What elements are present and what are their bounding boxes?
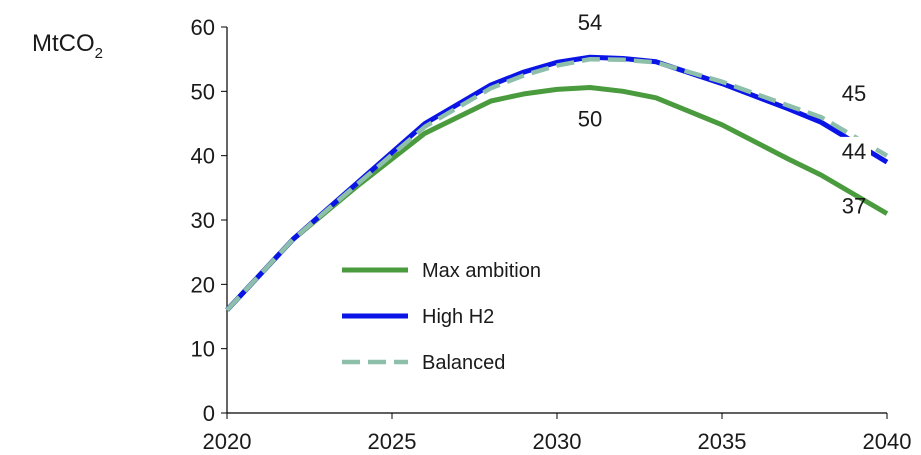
y-tick-label: 0 bbox=[203, 401, 215, 426]
data-label: 44 bbox=[842, 139, 866, 164]
x-tick-label: 2020 bbox=[203, 429, 252, 454]
y-tick-label: 30 bbox=[191, 208, 215, 233]
y-tick-label: 10 bbox=[191, 337, 215, 362]
data-label: 37 bbox=[842, 194, 866, 219]
x-tick-label: 2030 bbox=[533, 429, 582, 454]
x-tick-label: 2025 bbox=[368, 429, 417, 454]
legend-label-balanced: Balanced bbox=[422, 352, 505, 374]
data-label-backing bbox=[837, 136, 871, 165]
series-lines bbox=[225, 54, 889, 312]
series-line-max-ambition bbox=[225, 85, 889, 312]
legend: Max ambition High H2 Balanced bbox=[342, 260, 541, 374]
y-tick-label: 50 bbox=[191, 79, 215, 104]
series-line-high-h2 bbox=[225, 54, 889, 312]
y-tick-label: 40 bbox=[191, 144, 215, 169]
series-line-balanced bbox=[225, 56, 889, 312]
y-tick-label: 20 bbox=[191, 272, 215, 297]
data-label: 50 bbox=[578, 107, 602, 132]
x-tick-label: 2035 bbox=[698, 429, 747, 454]
y-axis-unit-label: MtCO2 bbox=[32, 30, 103, 62]
legend-label-high-h2: High H2 bbox=[422, 306, 494, 328]
data-label: 45 bbox=[842, 81, 866, 106]
x-tick-label: 2040 bbox=[863, 429, 912, 454]
legend-label-max-ambition: Max ambition bbox=[422, 260, 541, 282]
data-label: 54 bbox=[578, 10, 602, 35]
data-labels: 54 50 45 44 37 bbox=[578, 10, 871, 219]
y-tick-label: 60 bbox=[191, 15, 215, 40]
